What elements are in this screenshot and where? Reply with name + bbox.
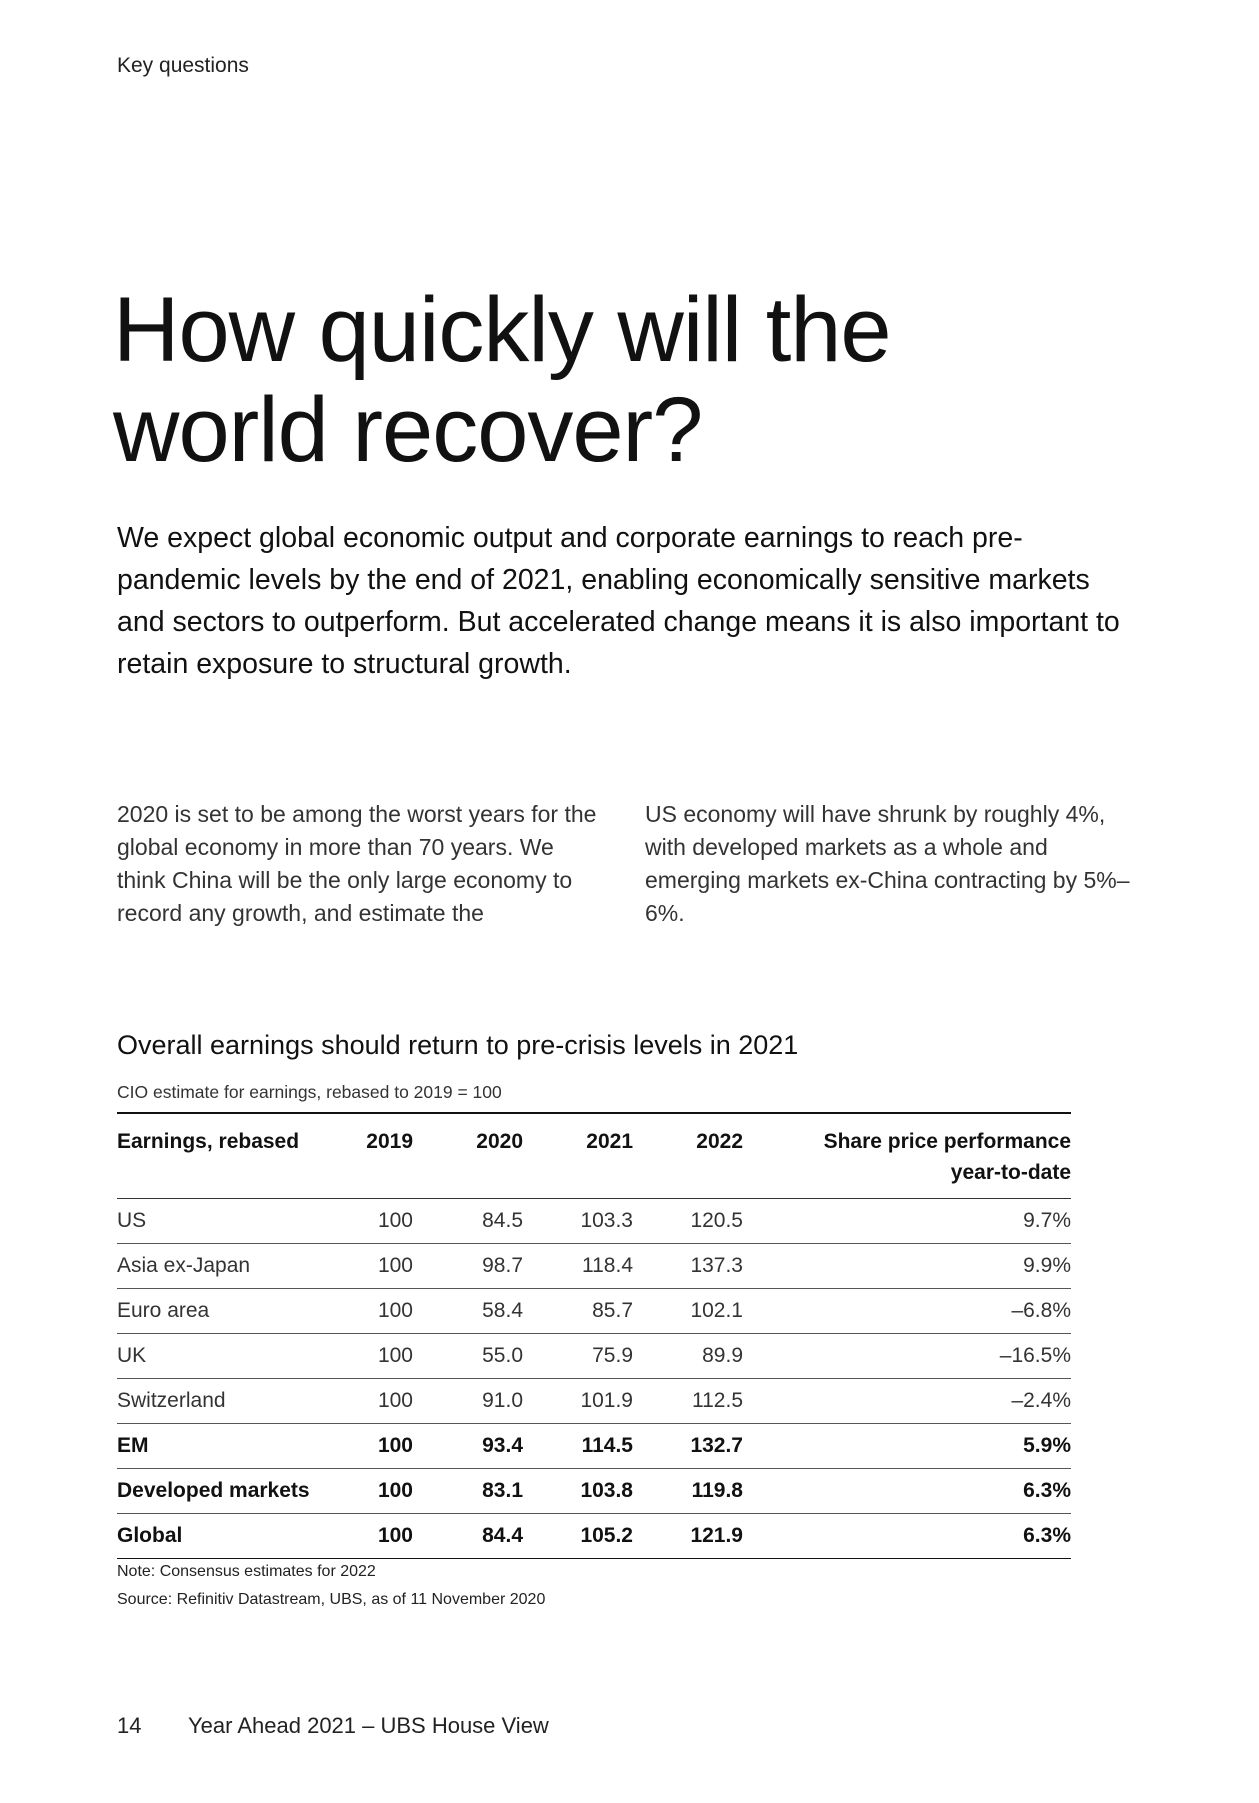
cell-value-2022: 89.9: [633, 1333, 743, 1379]
cell-value-2022: 137.3: [633, 1243, 743, 1289]
table-row: UK 100 55.0 75.9 89.9 –16.5%: [117, 1333, 1071, 1379]
cell-value-2021: 101.9: [523, 1378, 633, 1424]
cell-value-2020: 91.0: [413, 1378, 523, 1424]
cell-value-2021: 114.5: [523, 1423, 633, 1469]
cell-value-2020: 58.4: [413, 1288, 523, 1334]
table-row: Developed markets 100 83.1 103.8 119.8 6.3%: [117, 1468, 1071, 1514]
cell-value-2019: 100: [327, 1468, 413, 1514]
cell-region: Global: [117, 1513, 327, 1559]
body-text-left: 2020 is set to be among the worst years …: [117, 801, 597, 926]
body-text-right: US economy will have shrunk by roughly 4…: [645, 801, 1130, 926]
cell-value-2020: 83.1: [413, 1468, 523, 1514]
table-notes: Note: Consensus estimates for 2022 Sourc…: [117, 1558, 545, 1614]
header-2021: 2021: [523, 1113, 633, 1199]
earnings-table: Earnings, rebased 2019 2020 2021 2022 Sh…: [117, 1112, 1071, 1559]
cell-value-2019: 100: [327, 1513, 413, 1559]
cell-value-2020: 55.0: [413, 1333, 523, 1379]
title-line-1: How quickly will the: [113, 279, 892, 381]
cell-share-price-ytd: 5.9%: [743, 1423, 1071, 1469]
cell-value-2022: 120.5: [633, 1198, 743, 1244]
cell-region: Switzerland: [117, 1378, 327, 1424]
table-subtitle: CIO estimate for earnings, rebased to 20…: [117, 1082, 502, 1102]
cell-value-2020: 84.4: [413, 1513, 523, 1559]
table-row: Switzerland 100 91.0 101.9 112.5 –2.4%: [117, 1378, 1071, 1424]
cell-share-price-ytd: –6.8%: [743, 1288, 1071, 1334]
table-header-row: Earnings, rebased 2019 2020 2021 2022 Sh…: [117, 1113, 1071, 1199]
table-row: Asia ex-Japan 100 98.7 118.4 137.3 9.9%: [117, 1243, 1071, 1289]
cell-region: US: [117, 1198, 327, 1244]
cell-value-2020: 98.7: [413, 1243, 523, 1289]
cell-value-2022: 121.9: [633, 1513, 743, 1559]
page-footer: 14 Year Ahead 2021 – UBS House View: [117, 1713, 549, 1739]
header-share-price-line-1: Share price performance: [823, 1130, 1071, 1153]
header-2019: 2019: [327, 1113, 413, 1199]
cell-value-2021: 85.7: [523, 1288, 633, 1334]
table-body: US 100 84.5 103.3 120.5 9.7% Asia ex-Japan 100 9…: [117, 1198, 1071, 1559]
table-row: US 100 84.5 103.3 120.5 9.7%: [117, 1198, 1071, 1244]
cell-value-2019: 100: [327, 1333, 413, 1379]
cell-value-2021: 103.8: [523, 1468, 633, 1514]
cell-region: Developed markets: [117, 1468, 327, 1514]
cell-share-price-ytd: 9.7%: [743, 1198, 1071, 1244]
table-note: Note: Consensus estimates for 2022: [117, 1563, 376, 1580]
table-row: Global 100 84.4 105.2 121.9 6.3%: [117, 1513, 1071, 1559]
table-row: EM 100 93.4 114.5 132.7 5.9%: [117, 1423, 1071, 1469]
cell-region: Asia ex-Japan: [117, 1243, 327, 1289]
cell-value-2019: 100: [327, 1423, 413, 1469]
page-title: How quickly will the world recover?: [113, 280, 1113, 480]
cell-value-2019: 100: [327, 1288, 413, 1334]
header-share-price-performance: Share price performance year-to-date: [743, 1113, 1071, 1199]
cell-value-2022: 132.7: [633, 1423, 743, 1469]
cell-value-2021: 103.3: [523, 1198, 633, 1244]
header-earnings-rebased: Earnings, rebased: [117, 1113, 327, 1199]
cell-share-price-ytd: 6.3%: [743, 1513, 1071, 1559]
publication-title: Year Ahead 2021 – UBS House View: [188, 1713, 549, 1738]
cell-value-2022: 102.1: [633, 1288, 743, 1334]
cell-share-price-ytd: –2.4%: [743, 1378, 1071, 1424]
header-2022: 2022: [633, 1113, 743, 1199]
page-number: 14: [117, 1713, 142, 1738]
cell-value-2021: 118.4: [523, 1243, 633, 1289]
cell-value-2021: 75.9: [523, 1333, 633, 1379]
cell-share-price-ytd: 9.9%: [743, 1243, 1071, 1289]
table-title: Overall earnings should return to pre-cr…: [117, 1030, 799, 1060]
header-2020: 2020: [413, 1113, 523, 1199]
table-row: Euro area 100 58.4 85.7 102.1 –6.8%: [117, 1288, 1071, 1334]
section-label: Key questions: [117, 54, 249, 77]
lead-paragraph: We expect global economic output and cor…: [117, 522, 1120, 680]
cell-value-2020: 84.5: [413, 1198, 523, 1244]
cell-value-2022: 119.8: [633, 1468, 743, 1514]
cell-value-2022: 112.5: [633, 1378, 743, 1424]
cell-region: Euro area: [117, 1288, 327, 1334]
cell-value-2019: 100: [327, 1378, 413, 1424]
cell-share-price-ytd: 6.3%: [743, 1468, 1071, 1514]
cell-region: EM: [117, 1423, 327, 1469]
cell-value-2021: 105.2: [523, 1513, 633, 1559]
title-line-2: world recover?: [113, 379, 703, 481]
cell-region: UK: [117, 1333, 327, 1379]
table-source: Source: Refinitiv Datastream, UBS, as of…: [117, 1591, 546, 1608]
cell-value-2019: 100: [327, 1198, 413, 1244]
header-share-price-line-2: year-to-date: [950, 1161, 1071, 1184]
cell-value-2020: 93.4: [413, 1423, 523, 1469]
cell-share-price-ytd: –16.5%: [743, 1333, 1071, 1379]
cell-value-2019: 100: [327, 1243, 413, 1289]
